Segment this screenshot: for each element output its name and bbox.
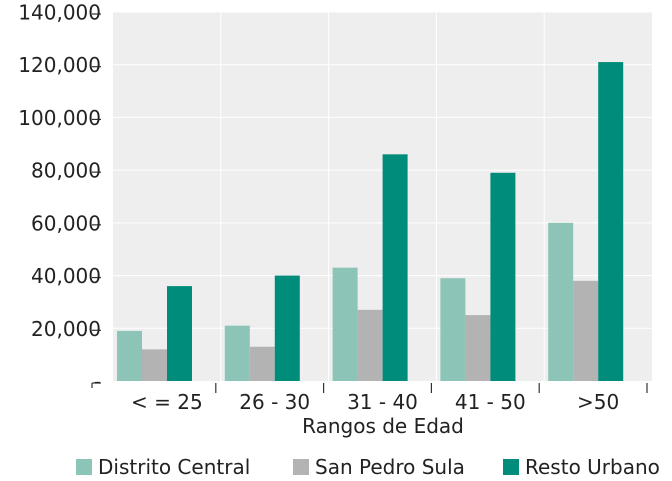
x-tick-label: >50 bbox=[577, 390, 619, 414]
x-axis-title: Rangos de Edad bbox=[302, 414, 464, 438]
legend-swatch-2 bbox=[293, 459, 309, 475]
y-tick-label: 140,000 bbox=[18, 1, 101, 25]
legend-swatch-1 bbox=[76, 459, 92, 475]
y-tick-label: 60,000 bbox=[31, 211, 101, 235]
y-tick-label: 120,000 bbox=[18, 53, 101, 77]
y-tick-label: 20,000 bbox=[31, 317, 101, 341]
bar-2-2 bbox=[249, 346, 275, 381]
bar-2-5 bbox=[573, 280, 599, 381]
y-tick-label: 40,000 bbox=[31, 264, 101, 288]
bar-3-2 bbox=[274, 275, 300, 381]
bar-2-3 bbox=[357, 309, 383, 381]
bar-3-5 bbox=[598, 62, 624, 381]
bar-1-1 bbox=[117, 330, 142, 381]
legend-label-2: San Pedro Sula bbox=[315, 455, 465, 477]
bar-3-4 bbox=[490, 172, 516, 381]
y-tick-label: - bbox=[94, 370, 101, 394]
bar-1-2 bbox=[224, 325, 250, 381]
y-tick-label: 100,000 bbox=[18, 106, 101, 130]
bar-1-5 bbox=[548, 222, 574, 381]
legend-swatch-3 bbox=[503, 459, 519, 475]
bar-3-3 bbox=[382, 154, 408, 381]
bar-1-3 bbox=[332, 267, 358, 381]
x-tick-label: 31 - 40 bbox=[347, 390, 418, 414]
y-tick-label: 80,000 bbox=[31, 159, 101, 183]
legend-label-1: Distrito Central bbox=[98, 455, 250, 477]
x-tick-label: 26 - 30 bbox=[239, 390, 310, 414]
legend-label-3: Resto Urbano bbox=[525, 455, 660, 477]
bar-1-4 bbox=[440, 278, 466, 381]
bar-3-1 bbox=[167, 286, 192, 381]
x-tick-label: 41 - 50 bbox=[455, 390, 526, 414]
bar-2-1 bbox=[142, 349, 167, 381]
x-tick-label: < = 25 bbox=[131, 390, 203, 414]
bar-2-4 bbox=[465, 315, 491, 381]
